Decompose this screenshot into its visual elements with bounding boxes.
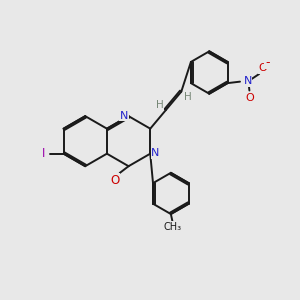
Text: I: I [42,147,45,160]
Text: N: N [152,148,160,158]
Text: O: O [110,173,119,187]
Text: O: O [245,93,254,103]
Text: H: H [156,100,163,110]
Text: CH₃: CH₃ [164,222,182,232]
Text: H: H [184,92,191,102]
Text: -: - [265,56,270,69]
Text: O: O [258,63,267,73]
Text: N: N [120,110,128,121]
Text: N: N [244,76,252,86]
